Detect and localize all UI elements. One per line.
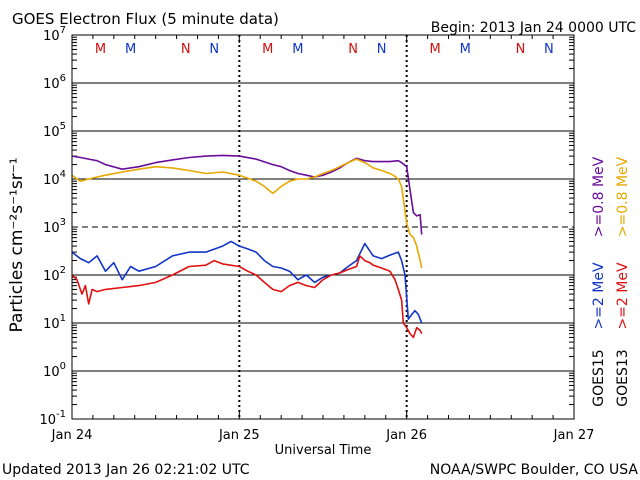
event-marker-label: N	[377, 42, 387, 57]
event-marker-label: M	[125, 42, 136, 57]
data-credit: NOAA/SWPC Boulder, CO USA	[430, 462, 639, 478]
legend-goes15: GOES15	[591, 349, 607, 406]
series-line	[71, 154, 423, 235]
y-tick-label: 100	[43, 361, 66, 380]
y-tick-label: 107	[43, 25, 66, 44]
series-line	[71, 255, 423, 339]
y-tick-label: 104	[43, 169, 66, 188]
y-axis-label: Particles cm⁻²s⁻¹sr⁻¹	[7, 157, 27, 332]
event-marker-label: N	[181, 42, 191, 57]
legend-goes13: GOES13	[615, 349, 631, 406]
series-legend: >=0.8 MeV >=0.8 MeV >=2 MeV >=2 MeV GOES…	[591, 156, 631, 406]
legend-goes13-high: >=2 MeV	[615, 262, 631, 330]
event-marker-label: N	[516, 42, 526, 57]
event-marker-label: M	[430, 42, 441, 57]
x-tick-label: Jan 25	[218, 428, 260, 443]
legend-goes15-low: >=0.8 MeV	[591, 156, 607, 237]
x-tick-label: Jan 27	[553, 428, 595, 443]
event-marker-label: M	[262, 42, 273, 57]
plot-frame	[71, 34, 575, 420]
y-tick-labels: 107 106 105 104 103 102 101 100 10-1	[39, 25, 66, 428]
y-tick-label: 105	[43, 121, 66, 140]
series-line	[71, 240, 423, 324]
event-marker-label: N	[348, 42, 358, 57]
begin-date: Begin: 2013 Jan 24 0000 UTC	[431, 20, 636, 36]
legend-goes13-low: >=0.8 MeV	[615, 156, 631, 237]
series-line	[71, 158, 423, 269]
updated-timestamp: Updated 2013 Jan 26 02:21:02 UTC	[2, 462, 250, 478]
y-tick-label: 106	[43, 73, 66, 92]
event-marker-label: N	[544, 42, 554, 57]
x-tick-label: Jan 24	[51, 428, 93, 443]
x-axis-label: Universal Time	[275, 443, 372, 458]
y-tick-label: 101	[43, 313, 66, 332]
event-marker-label: M	[460, 42, 471, 57]
event-marker-label: M	[292, 42, 303, 57]
y-tick-label: 10-1	[39, 409, 66, 428]
y-tick-label: 103	[43, 217, 66, 236]
chart-title: GOES Electron Flux (5 minute data)	[12, 10, 279, 28]
x-tick-label: Jan 26	[385, 428, 427, 443]
grid-layer	[71, 35, 575, 419]
event-marker-label: M	[95, 42, 106, 57]
series-layer	[71, 154, 423, 339]
legend-goes15-high: >=2 MeV	[591, 262, 607, 330]
x-tick-labels: Jan 24 Jan 25 Jan 26 Jan 27	[51, 428, 595, 443]
event-marker-label: N	[209, 42, 219, 57]
y-tick-label: 102	[43, 265, 66, 284]
